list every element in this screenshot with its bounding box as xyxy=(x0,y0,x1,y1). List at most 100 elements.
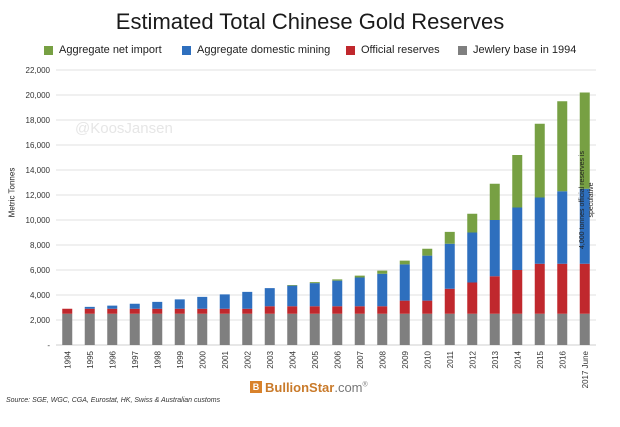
bar-official-reserves-1994 xyxy=(62,308,73,314)
x-tick-label: 1998 xyxy=(153,350,162,368)
legend-item-jewlery-base: Jewlery base in 1994 xyxy=(458,44,576,56)
bar-aggregate-domestic-mining-2001 xyxy=(219,294,230,309)
bar-aggregate-domestic-mining-2015 xyxy=(534,197,545,264)
x-tick-label: 2002 xyxy=(243,350,252,368)
x-tick-label: 2000 xyxy=(198,350,207,368)
x-tick-label: 2017 June xyxy=(581,350,590,388)
bar-official-reserves-2004 xyxy=(287,306,298,314)
bar-jewlery-base-in-1994-2001 xyxy=(219,313,230,345)
bar-jewlery-base-in-1994-2005 xyxy=(309,313,320,345)
bar-official-reserves-2005 xyxy=(309,306,320,314)
bar-aggregate-net-import-2010 xyxy=(422,248,433,256)
y-tick-label: 18,000 xyxy=(26,116,51,125)
x-tick-label: 2010 xyxy=(423,350,432,368)
bar-aggregate-net-import-2006 xyxy=(332,279,343,281)
bar-aggregate-net-import-2008 xyxy=(377,270,388,274)
bar-official-reserves-2011 xyxy=(444,288,455,314)
legend-item-net-import: Aggregate net import xyxy=(44,44,162,56)
legend-swatch-domestic-mining xyxy=(182,45,191,55)
x-tick-label: 2015 xyxy=(536,350,545,368)
bar-jewlery-base-in-1994-2011 xyxy=(444,313,455,345)
x-tick-label: 2006 xyxy=(333,350,342,368)
bar-jewlery-base-in-1994-1996 xyxy=(107,313,118,345)
x-tick-label: 2016 xyxy=(558,350,567,368)
bar-jewlery-base-in-1994-1995 xyxy=(84,313,95,345)
x-tick-label: 1997 xyxy=(131,350,140,368)
bar-official-reserves-1996 xyxy=(107,308,118,314)
bar-official-reserves-2016 xyxy=(557,263,568,314)
bar-aggregate-net-import-2017-June xyxy=(579,92,590,189)
legend-label-official-reserves: Official reserves xyxy=(361,44,440,56)
y-tick-label: 4,000 xyxy=(30,291,51,300)
x-tick-label: 2004 xyxy=(288,350,297,368)
bar-aggregate-net-import-2004 xyxy=(287,285,298,286)
bar-jewlery-base-in-1994-2017-June xyxy=(579,313,590,345)
legend-swatch-jewlery-base xyxy=(458,45,467,55)
bar-aggregate-net-import-2009 xyxy=(399,260,410,265)
bar-official-reserves-2017-June xyxy=(579,263,590,314)
bar-aggregate-domestic-mining-2009 xyxy=(399,264,410,301)
x-tick-label: 1996 xyxy=(108,350,117,368)
bar-aggregate-domestic-mining-2011 xyxy=(444,243,455,289)
bar-aggregate-domestic-mining-2014 xyxy=(512,207,523,270)
bar-jewlery-base-in-1994-2010 xyxy=(422,313,433,345)
source-note: Source: SGE, WGC, CGA, Eurostat, HK, Swi… xyxy=(6,397,221,404)
x-tick-label: 2012 xyxy=(468,350,477,368)
brand-reg-mark: ® xyxy=(362,381,368,389)
bar-aggregate-net-import-2015 xyxy=(534,123,545,198)
bar-aggregate-domestic-mining-2007 xyxy=(354,277,365,307)
y-axis-label: Metric Tonnes xyxy=(7,167,17,218)
bar-jewlery-base-in-1994-2008 xyxy=(377,313,388,345)
y-tick-label: 12,000 xyxy=(26,191,51,200)
x-tick-label: 2008 xyxy=(378,350,387,368)
bar-jewlery-base-in-1994-2013 xyxy=(489,313,500,345)
legend-label-domestic-mining: Aggregate domestic mining xyxy=(197,44,331,56)
legend-swatch-net-import xyxy=(44,45,53,55)
bar-jewlery-base-in-1994-2015 xyxy=(534,313,545,345)
bar-aggregate-domestic-mining-2013 xyxy=(489,220,500,277)
bar-jewlery-base-in-1994-2002 xyxy=(242,313,253,345)
bar-official-reserves-1995 xyxy=(84,308,95,314)
y-tick-label: 8,000 xyxy=(30,241,51,250)
bar-aggregate-net-import-2012 xyxy=(467,213,478,233)
bar-jewlery-base-in-1994-2006 xyxy=(332,313,343,345)
brand-name-main: BullionStar xyxy=(265,379,335,395)
legend-swatch-official-reserves xyxy=(346,45,355,55)
bar-official-reserves-2000 xyxy=(197,308,208,314)
bar-jewlery-base-in-1994-2000 xyxy=(197,313,208,345)
bar-jewlery-base-in-1994-2007 xyxy=(354,313,365,345)
bar-aggregate-domestic-mining-1996 xyxy=(107,305,118,309)
bar-official-reserves-2015 xyxy=(534,263,545,314)
legend-label-net-import: Aggregate net import xyxy=(59,44,162,56)
bar-official-reserves-2010 xyxy=(422,300,433,314)
bar-jewlery-base-in-1994-1994 xyxy=(62,313,73,345)
bar-official-reserves-2014 xyxy=(512,270,523,314)
x-tick-label: 2011 xyxy=(446,350,455,368)
bar-official-reserves-1999 xyxy=(174,308,185,314)
y-tick-label: 10,000 xyxy=(26,216,51,225)
bar-official-reserves-2013 xyxy=(489,276,500,314)
x-tick-label: 2014 xyxy=(513,350,522,368)
bar-aggregate-domestic-mining-1999 xyxy=(174,299,185,309)
y-tick-label: - xyxy=(47,341,50,350)
bar-official-reserves-2006 xyxy=(332,306,343,314)
x-tick-label: 2007 xyxy=(356,350,365,368)
bar-aggregate-domestic-mining-2000 xyxy=(197,296,208,309)
bar-official-reserves-2003 xyxy=(264,306,275,314)
legend-label-jewlery-base: Jewlery base in 1994 xyxy=(473,44,577,56)
y-tick-label: 2,000 xyxy=(30,316,51,325)
bar-jewlery-base-in-1994-2004 xyxy=(287,313,298,345)
x-tick-label: 1999 xyxy=(176,350,185,368)
legend: Aggregate net import Aggregate domestic … xyxy=(0,44,620,60)
x-tick-label: 2009 xyxy=(401,350,410,368)
bar-official-reserves-2008 xyxy=(377,306,388,314)
bar-jewlery-base-in-1994-1999 xyxy=(174,313,185,345)
bar-official-reserves-2012 xyxy=(467,282,478,314)
bar-aggregate-domestic-mining-2012 xyxy=(467,232,478,283)
bar-aggregate-domestic-mining-2017-June xyxy=(579,188,590,264)
bar-jewlery-base-in-1994-2016 xyxy=(557,313,568,345)
bar-jewlery-base-in-1994-2009 xyxy=(399,313,410,345)
bar-aggregate-net-import-2011 xyxy=(444,231,455,244)
bar-official-reserves-2001 xyxy=(219,308,230,314)
